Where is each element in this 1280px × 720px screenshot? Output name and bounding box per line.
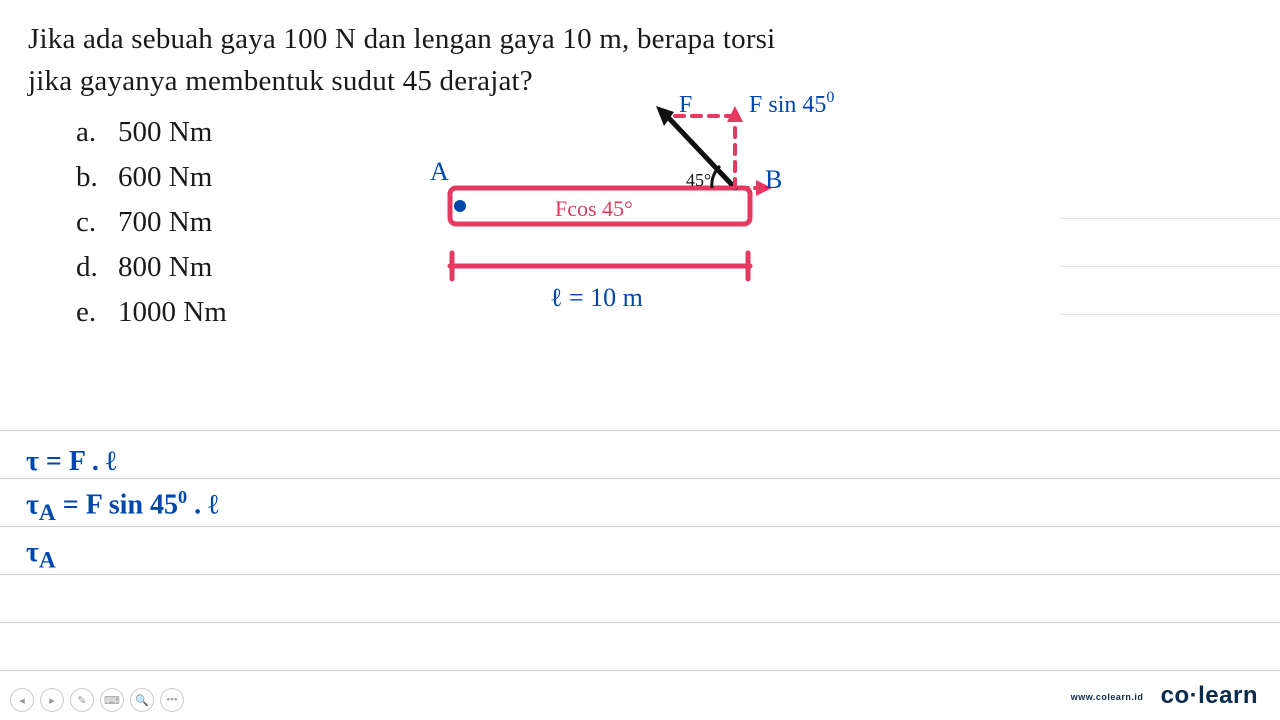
- control-prev[interactable]: ◂: [10, 688, 34, 712]
- work-line-1: τ = F . ℓ: [26, 440, 219, 483]
- torque-diagram: A B F F sin 450 Fcos 45° 45° ℓ = 10 m: [430, 88, 910, 338]
- faint-rules: [1060, 218, 1280, 368]
- label-angle: 45°: [686, 170, 711, 190]
- label-f: F: [679, 92, 692, 118]
- question-line-1: Jika ada sebuah gaya 100 N dan lengan ga…: [28, 18, 1252, 60]
- control-zoom[interactable]: 🔍: [130, 688, 154, 712]
- brand-url: www.colearn.id: [1071, 692, 1144, 702]
- control-more[interactable]: •••: [160, 688, 184, 712]
- label-fsin45: F sin 450: [749, 89, 834, 118]
- label-length: ℓ = 10 m: [550, 283, 643, 312]
- control-keyboard[interactable]: ⌨: [100, 688, 124, 712]
- label-a: A: [430, 157, 449, 186]
- label-b: B: [765, 165, 782, 194]
- label-fcos45: Fcos 45°: [555, 196, 633, 221]
- handwritten-work: τ = F . ℓ τA = F sin 450 . ℓ τA: [26, 440, 219, 579]
- control-edit[interactable]: ✎: [70, 688, 94, 712]
- control-next[interactable]: ▸: [40, 688, 64, 712]
- work-line-3: τA: [26, 531, 219, 579]
- player-controls: ◂ ▸ ✎ ⌨ 🔍 •••: [10, 688, 184, 712]
- work-line-2: τA = F sin 450 . ℓ: [26, 483, 219, 531]
- brand: www.colearn.id co·learn: [1071, 682, 1258, 710]
